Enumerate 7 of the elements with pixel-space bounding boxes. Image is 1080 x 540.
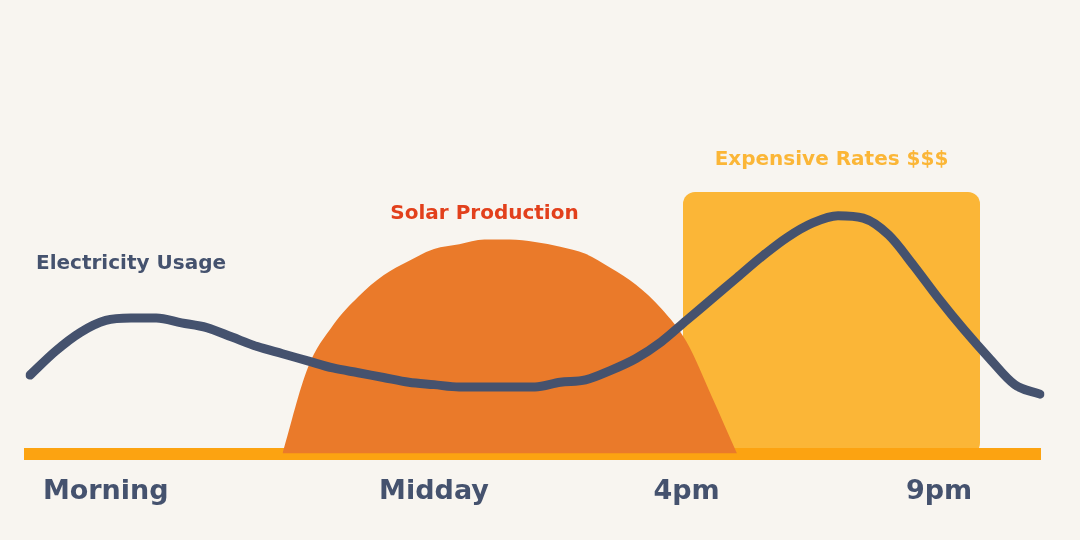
x-tick-label: 4pm (653, 473, 720, 505)
text: Electricity Usage (35, 250, 227, 275)
x-tick-label: Midday (379, 473, 490, 505)
text: Expensive Rates $$$ (713, 146, 950, 170)
x-tick-label: Morning (42, 473, 169, 505)
x-tick-label: 9pm (905, 473, 973, 505)
series-label: Solar Production (390, 199, 579, 224)
